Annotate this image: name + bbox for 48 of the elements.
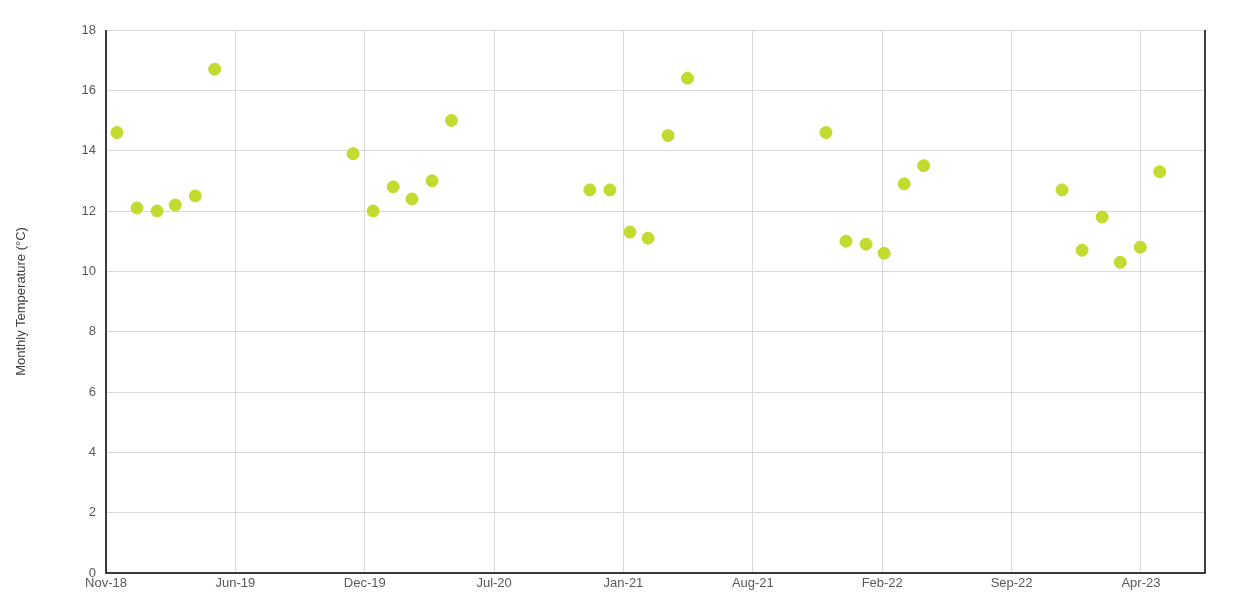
point [366, 204, 380, 218]
y-axis-title: Monthly Temperature (°C) [13, 227, 29, 376]
x-tick-label: Jan-21 [603, 575, 644, 591]
point [583, 183, 597, 197]
point [168, 198, 182, 212]
x-tick-label: Sep-22 [990, 575, 1033, 591]
x-tick-label: Apr-23 [1121, 575, 1161, 591]
point [1055, 183, 1069, 197]
point [917, 159, 931, 173]
point [839, 234, 853, 248]
y-tick-label: 16 [81, 81, 96, 97]
y-tick-label: 18 [81, 21, 96, 37]
point [1153, 165, 1167, 179]
point [1075, 243, 1089, 257]
y-tick-label: 12 [81, 202, 96, 218]
point [819, 126, 833, 140]
x-tick-label: Dec-19 [343, 575, 386, 591]
point [897, 177, 911, 191]
y-tick-label: 4 [88, 443, 96, 459]
x-tick-label: Aug-21 [731, 575, 774, 591]
point [641, 231, 655, 245]
point [346, 147, 360, 161]
point [405, 192, 419, 206]
point [603, 183, 617, 197]
point [150, 204, 164, 218]
x-tick-label: Feb-22 [861, 575, 903, 591]
point [386, 180, 400, 194]
point [1113, 255, 1127, 269]
x-tick-label: Jun-19 [215, 575, 256, 591]
point [877, 246, 891, 260]
point [859, 237, 873, 251]
point [681, 71, 695, 85]
point [1095, 210, 1109, 224]
y-tick-label: 2 [88, 504, 96, 520]
y-tick-label: 8 [88, 323, 96, 339]
point [188, 189, 202, 203]
point [623, 225, 637, 239]
point [444, 114, 458, 127]
y-tick-label: 6 [88, 383, 96, 399]
x-tick-label: Jul-20 [476, 575, 512, 591]
point [110, 126, 124, 140]
point [661, 129, 675, 143]
point [130, 201, 144, 215]
y-tick-label: 14 [81, 142, 96, 158]
y-tick-label: 10 [81, 262, 96, 278]
point [425, 174, 439, 188]
point [208, 62, 222, 76]
point [1133, 240, 1147, 254]
